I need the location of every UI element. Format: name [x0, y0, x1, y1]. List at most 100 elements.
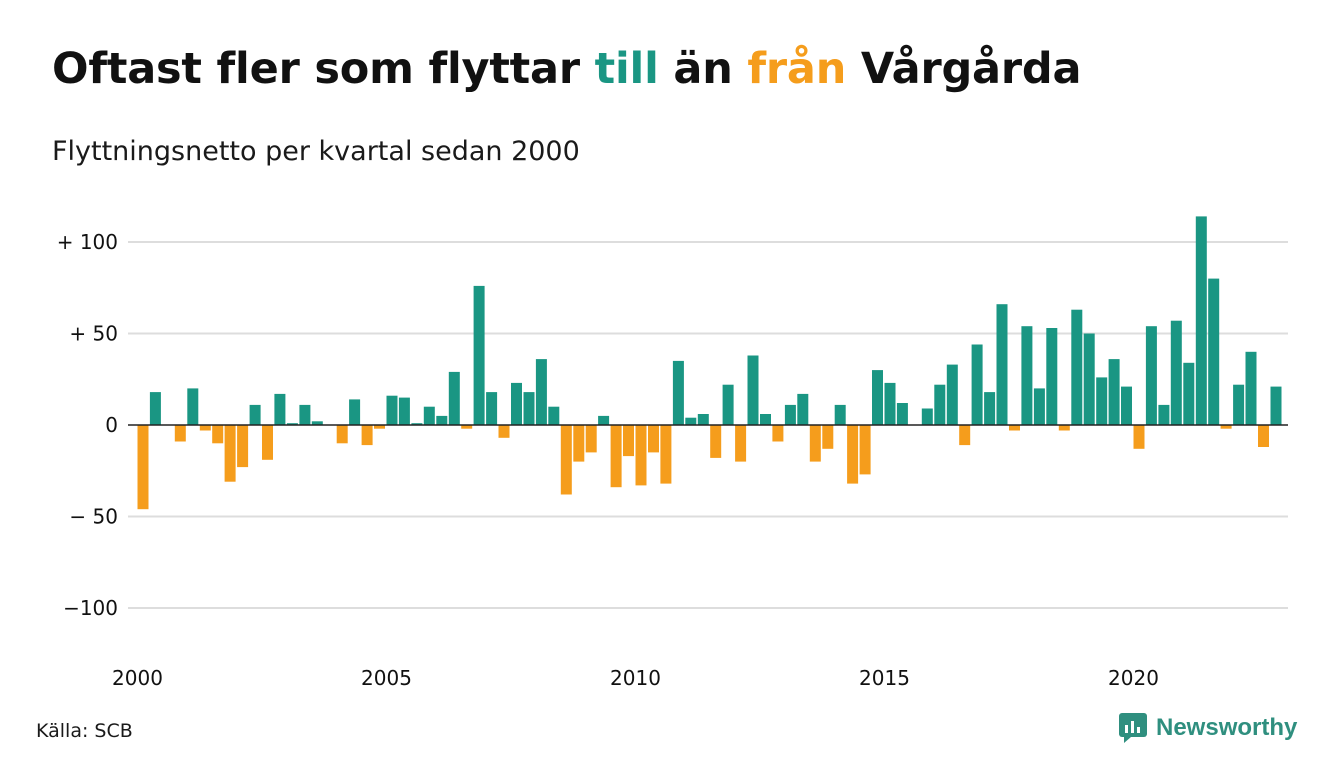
bar [535, 359, 547, 425]
title-highlight-fran: från [747, 44, 847, 94]
chart-title: Oftast fler som flyttar till än från Vår… [52, 44, 1081, 94]
bar [199, 425, 211, 431]
bar [523, 392, 535, 425]
source-note: Källa: SCB [36, 720, 133, 742]
y-tick-label: + 50 [69, 322, 118, 346]
bar [448, 371, 460, 425]
x-axis-ticks: 2000 2005 2010 2015 2020 [112, 666, 1159, 690]
bar [598, 415, 610, 425]
grid-lines [128, 241, 1288, 609]
bar [1183, 362, 1195, 425]
bar [361, 425, 373, 446]
bar [386, 395, 398, 425]
bar [1121, 386, 1132, 425]
x-tick-label: 2020 [1108, 666, 1159, 690]
bar [934, 384, 946, 425]
bar [398, 397, 410, 425]
bar [971, 344, 983, 425]
bar [286, 423, 298, 425]
y-tick-label: + 100 [57, 230, 118, 254]
bar [872, 370, 883, 425]
bar [473, 285, 485, 425]
title-part-5: Vårgårda [846, 44, 1082, 94]
bar [137, 425, 149, 510]
bar [722, 384, 734, 425]
bar [847, 425, 859, 484]
bar [1258, 425, 1269, 447]
bar [274, 393, 286, 425]
bar [486, 392, 498, 425]
chart-subtitle: Flyttningsnetto per kvartal sedan 2000 [52, 136, 580, 167]
bar [573, 425, 585, 462]
bar [1083, 333, 1095, 425]
brand-name: Newsworthy [1156, 714, 1298, 741]
bar [984, 392, 996, 425]
bar [548, 406, 560, 425]
bar [822, 425, 834, 449]
y-tick-label: −100 [63, 596, 118, 620]
bar [511, 382, 522, 425]
bar [1033, 388, 1045, 425]
bar [1158, 404, 1170, 425]
title-part-3: än [658, 44, 748, 94]
bar [436, 415, 448, 425]
bar [224, 425, 236, 482]
bar [585, 425, 597, 453]
bar [648, 425, 659, 453]
bar [896, 403, 908, 425]
bar [921, 408, 933, 425]
x-tick-label: 2015 [859, 666, 910, 690]
bar [1145, 326, 1157, 425]
bar [560, 425, 572, 495]
bar [374, 425, 385, 429]
bar [772, 425, 784, 442]
bar [834, 404, 846, 425]
bar [1096, 377, 1108, 425]
bar [423, 406, 435, 425]
brand-logo: Newsworthy [1118, 712, 1297, 744]
bar [187, 388, 199, 425]
bar [299, 404, 311, 425]
bar [149, 392, 161, 425]
bar [610, 425, 622, 488]
bar [672, 360, 684, 425]
bar [859, 425, 871, 475]
bars [137, 216, 1282, 510]
bar [1058, 425, 1070, 431]
bar [1021, 326, 1033, 425]
y-tick-label: − 50 [69, 505, 118, 529]
bar [1046, 328, 1058, 425]
bar [212, 425, 224, 444]
bar [1195, 216, 1207, 425]
bar [635, 425, 647, 486]
bar [1170, 320, 1182, 425]
bar [784, 404, 796, 425]
bar [1133, 425, 1145, 449]
bar [349, 399, 361, 425]
bar [1009, 425, 1020, 431]
y-axis-ticks: + 100 + 50 0 − 50 −100 [57, 230, 118, 620]
bar [623, 425, 634, 457]
bar [461, 425, 473, 429]
x-tick-label: 2000 [112, 666, 163, 690]
newsworthy-logo-icon [1119, 713, 1147, 743]
bar [697, 414, 709, 425]
bar [760, 414, 771, 425]
bar [336, 425, 348, 444]
bar [1270, 386, 1282, 425]
title-highlight-till: till [594, 44, 659, 94]
bar [1245, 351, 1257, 425]
bar [249, 404, 261, 425]
bar [710, 425, 722, 458]
title-part-1: Oftast fler som flyttar [52, 44, 595, 94]
bar [1108, 359, 1120, 425]
bar [1208, 278, 1220, 425]
bar [884, 382, 896, 425]
bar [660, 425, 672, 484]
bar [262, 425, 273, 460]
bar [411, 423, 423, 425]
bar [747, 355, 759, 425]
bar [174, 425, 186, 442]
bar [996, 304, 1008, 425]
bar [809, 425, 821, 462]
